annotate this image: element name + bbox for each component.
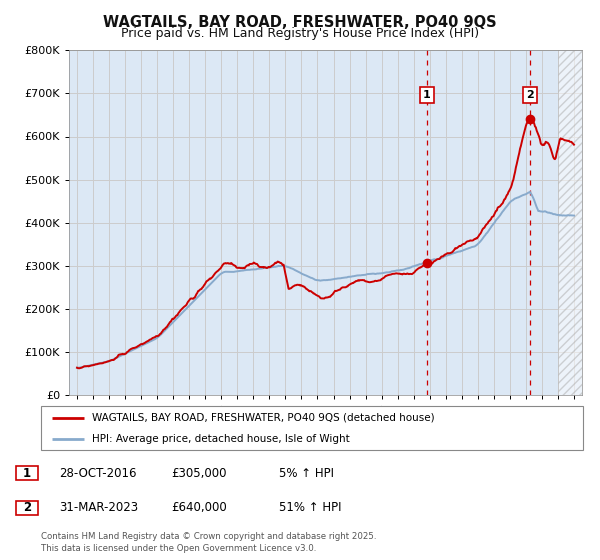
FancyBboxPatch shape (41, 406, 583, 450)
Text: £305,000: £305,000 (171, 466, 227, 480)
Text: 51% ↑ HPI: 51% ↑ HPI (279, 501, 341, 515)
Text: Price paid vs. HM Land Registry's House Price Index (HPI): Price paid vs. HM Land Registry's House … (121, 27, 479, 40)
Text: 5% ↑ HPI: 5% ↑ HPI (279, 466, 334, 480)
Text: 31-MAR-2023: 31-MAR-2023 (59, 501, 138, 515)
Text: 2: 2 (23, 501, 31, 515)
Text: 1: 1 (423, 90, 431, 100)
Text: Contains HM Land Registry data © Crown copyright and database right 2025.
This d: Contains HM Land Registry data © Crown c… (41, 533, 376, 553)
Text: 2: 2 (526, 90, 534, 100)
Bar (558, 50, 582, 395)
Text: 1: 1 (23, 466, 31, 480)
Text: £640,000: £640,000 (171, 501, 227, 515)
Text: HPI: Average price, detached house, Isle of Wight: HPI: Average price, detached house, Isle… (92, 435, 350, 444)
Text: WAGTAILS, BAY ROAD, FRESHWATER, PO40 9QS (detached house): WAGTAILS, BAY ROAD, FRESHWATER, PO40 9QS… (92, 413, 435, 423)
Text: WAGTAILS, BAY ROAD, FRESHWATER, PO40 9QS: WAGTAILS, BAY ROAD, FRESHWATER, PO40 9QS (103, 15, 497, 30)
Text: 28-OCT-2016: 28-OCT-2016 (59, 466, 136, 480)
